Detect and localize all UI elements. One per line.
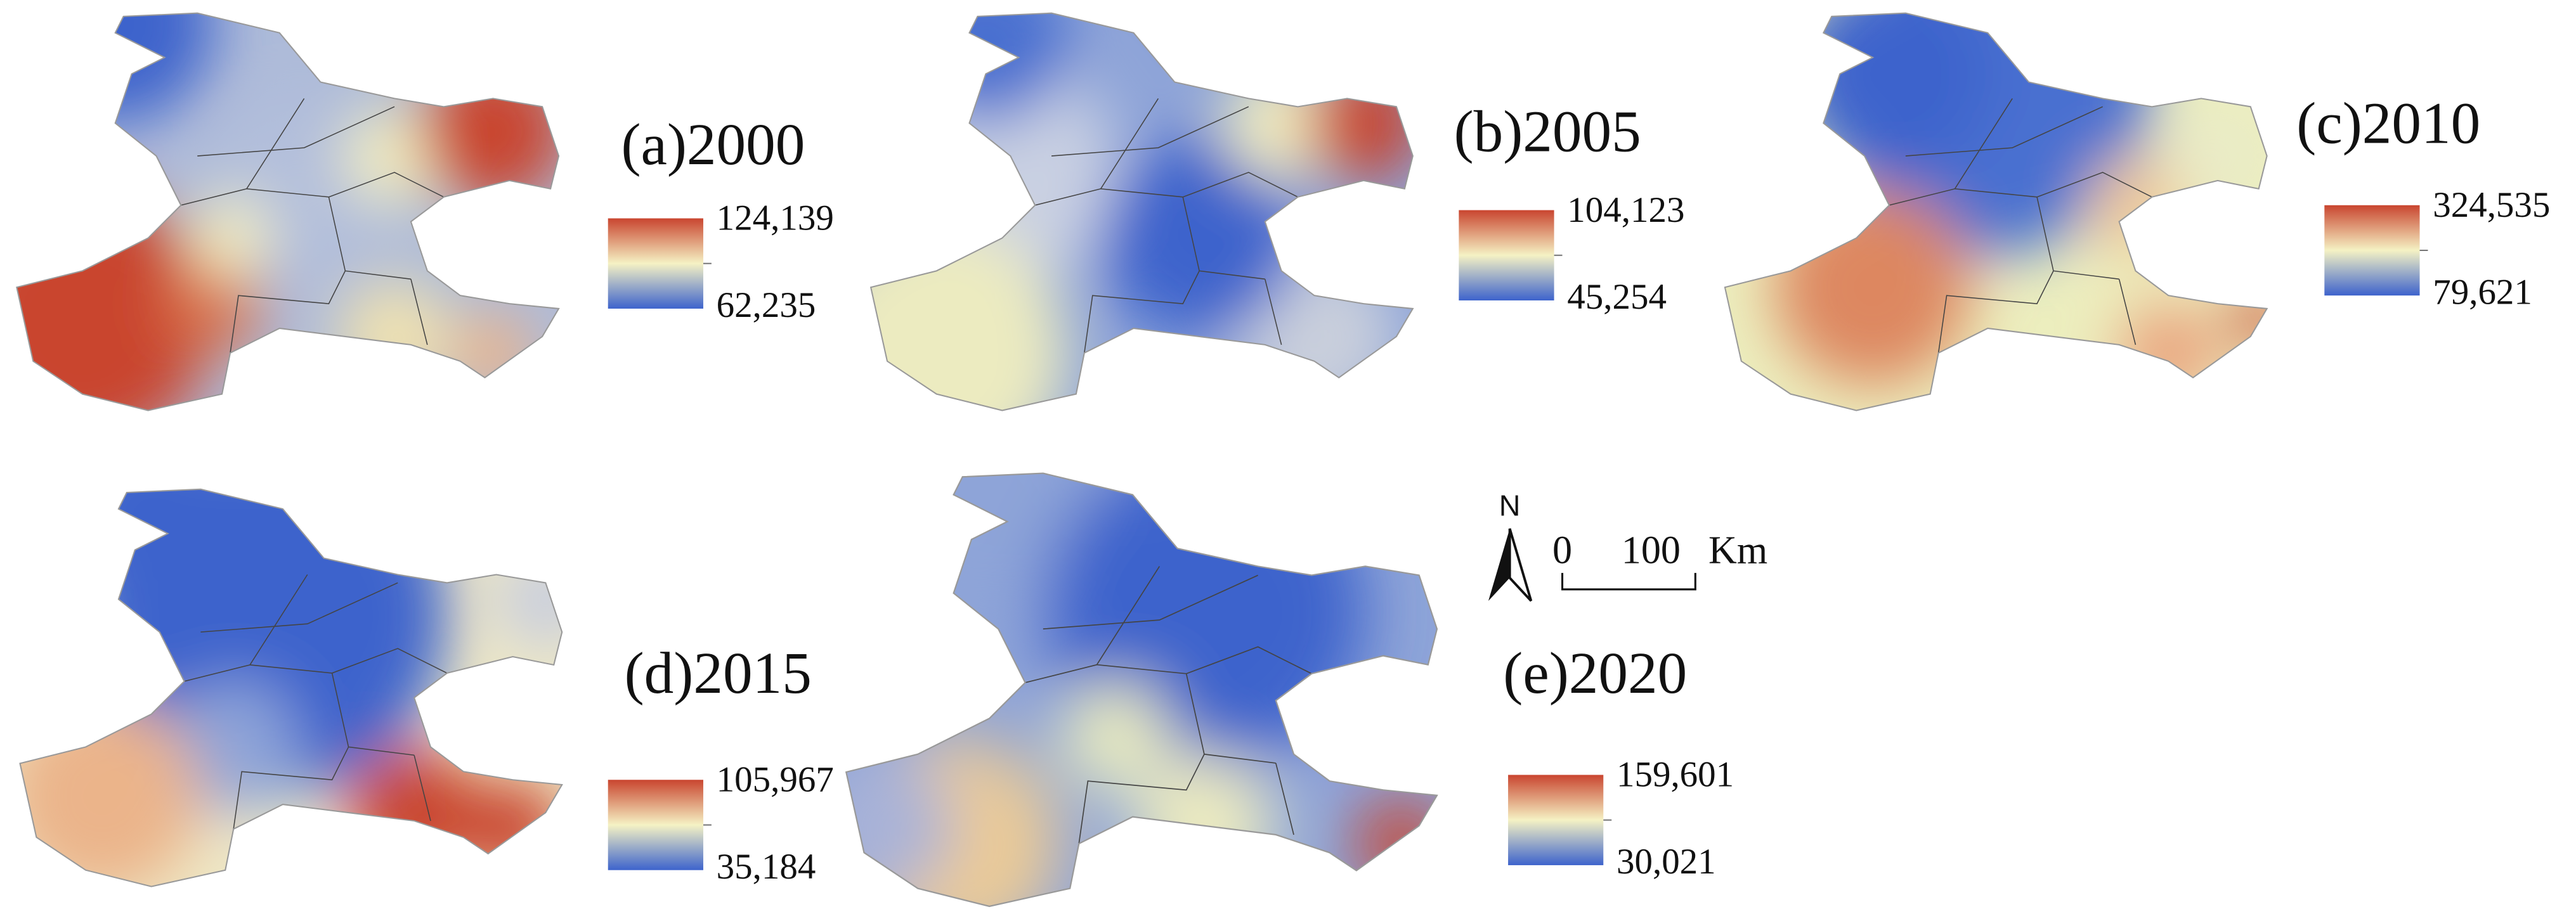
scale-bar: 0 100 Km [1552,529,1767,591]
scale-end: 100 [1622,529,1681,572]
legend-ramp [1508,775,1604,865]
legend-ramp [608,218,703,309]
map-panel: (c)2010 324,535 79,621 [1724,12,2550,411]
map [1724,12,2268,411]
legend-min: 79,621 [2433,272,2532,312]
map-panel: (b)2005 104,123 45,254 [869,12,1684,411]
legend-min: 45,254 [1567,277,1667,317]
legend-min: 30,021 [1617,842,1716,882]
panel-title: (c)2010 [2296,91,2480,156]
map-panel: (d)2015 105,967 35,184 [19,488,834,887]
map-panel: (e)2020 159,601 30,021 [845,472,1734,908]
map-panel: (a)2000 124,139 62,235 [16,12,834,411]
panel-title: (b)2005 [1454,99,1641,164]
legend-ramp [608,780,703,870]
legend-max: 124,139 [717,198,834,238]
north-label: N [1499,489,1521,522]
panel-title: (a)2000 [621,112,805,177]
legend-min: 62,235 [717,285,816,325]
map [845,472,1438,908]
legend-max: 105,967 [717,760,834,800]
map [869,12,1414,411]
north-arrow: N [1488,489,1533,602]
legend-ramp [2324,205,2420,296]
scale-start: 0 [1552,529,1572,572]
map [19,488,563,887]
scale-unit: Km [1708,529,1767,572]
legend-max: 104,123 [1567,190,1684,230]
legend-min: 35,184 [717,847,816,887]
panel-title: (d)2015 [625,641,812,706]
map [16,12,560,411]
legend-ramp [1459,210,1554,300]
panel-title: (e)2020 [1503,641,1687,706]
legend-max: 159,601 [1617,755,1734,795]
legend-max: 324,535 [2433,185,2550,225]
